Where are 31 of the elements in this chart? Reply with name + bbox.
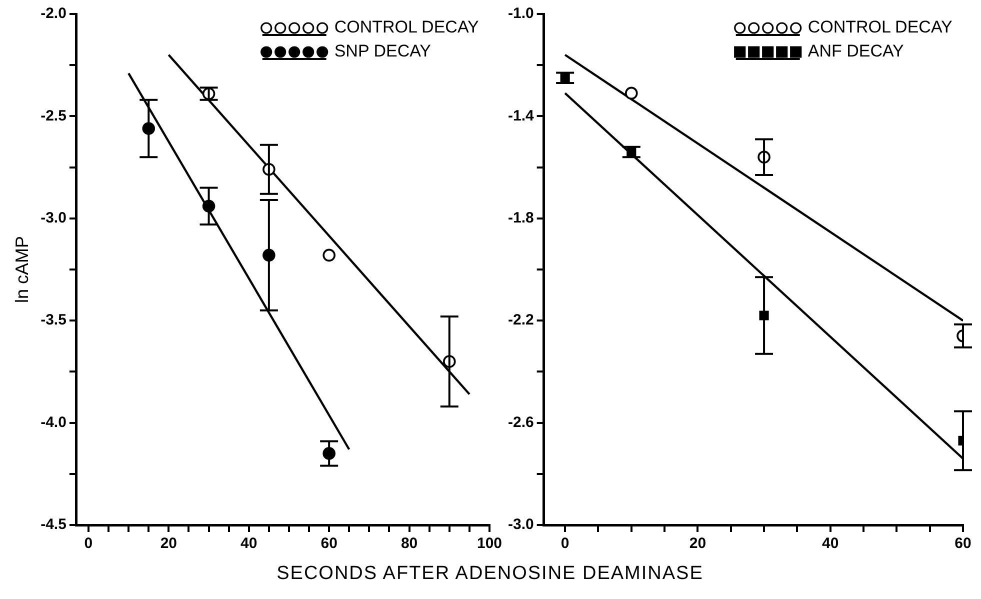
- y-tick-label: -2.6: [508, 414, 534, 431]
- x-tick-label: 100: [476, 535, 502, 552]
- x-tick-label: 0: [560, 535, 570, 552]
- x-tick-label: 60: [320, 535, 338, 552]
- x-tick-label: 0: [84, 535, 93, 552]
- legend-label: SNP DECAY: [334, 42, 432, 61]
- y-tick-label: -2.5: [40, 107, 66, 124]
- legend-label: ANF DECAY: [808, 42, 904, 61]
- x-tick-label: 20: [160, 535, 178, 552]
- y-tick-label: -3.0: [508, 516, 534, 534]
- x-tick-label: 40: [240, 535, 258, 552]
- x-axis-title: SECONDS AFTER ADENOSINE DEAMINASE: [276, 563, 704, 585]
- x-tick-label: 80: [400, 535, 418, 552]
- y-tick-label: -2.0: [40, 5, 66, 22]
- y-tick-label: -1.4: [508, 107, 534, 124]
- x-tick-label: 20: [689, 535, 706, 552]
- y-tick-label: -3.5: [40, 312, 66, 329]
- legend-label: CONTROL DECAY: [334, 18, 479, 37]
- x-tick-label: 40: [822, 535, 839, 552]
- y-axis-title: ln cAMP: [12, 236, 32, 304]
- y-tick-label: -4.0: [40, 414, 66, 431]
- legend-label: CONTROL DECAY: [808, 18, 952, 37]
- x-tick-label: 60: [954, 535, 972, 552]
- point: [624, 86, 638, 100]
- y-tick-label: -4.5: [40, 516, 66, 534]
- point: [322, 248, 336, 262]
- y-tick-label: -3.0: [40, 210, 66, 227]
- y-tick-label: -1.8: [508, 210, 534, 227]
- y-tick-label: -2.2: [508, 312, 534, 329]
- point: [759, 310, 769, 320]
- y-tick-label: -1.0: [508, 5, 534, 22]
